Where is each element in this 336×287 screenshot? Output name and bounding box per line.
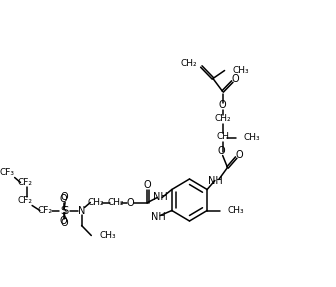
Text: CH₂: CH₂ <box>107 198 124 207</box>
Text: CH₂: CH₂ <box>181 59 198 68</box>
Text: O: O <box>59 195 67 205</box>
Text: NH: NH <box>151 212 166 222</box>
Text: O: O <box>60 218 68 228</box>
Text: CH₃: CH₃ <box>99 231 116 240</box>
Text: CH₃: CH₃ <box>244 133 261 142</box>
Text: CH₂: CH₂ <box>214 114 231 123</box>
Text: CH: CH <box>216 132 229 141</box>
Text: CH₃: CH₃ <box>233 66 249 75</box>
Text: CH₃: CH₃ <box>227 206 244 215</box>
Text: O: O <box>218 146 225 156</box>
Text: O: O <box>232 73 239 84</box>
Text: NH: NH <box>208 175 223 185</box>
Text: CF₃: CF₃ <box>0 168 14 177</box>
Text: O: O <box>60 193 68 203</box>
Text: CF₂: CF₂ <box>18 178 33 187</box>
Text: S: S <box>60 205 66 216</box>
Text: S: S <box>62 205 68 216</box>
Text: O: O <box>219 100 226 110</box>
Text: NH: NH <box>153 193 168 203</box>
Text: CF₂: CF₂ <box>18 196 33 205</box>
Text: O: O <box>126 197 134 208</box>
Text: CF₂: CF₂ <box>37 206 52 215</box>
Text: N: N <box>78 205 85 216</box>
Text: O: O <box>144 181 152 191</box>
Text: O: O <box>235 150 243 160</box>
Text: CH₂: CH₂ <box>88 198 104 207</box>
Text: O: O <box>59 216 67 226</box>
